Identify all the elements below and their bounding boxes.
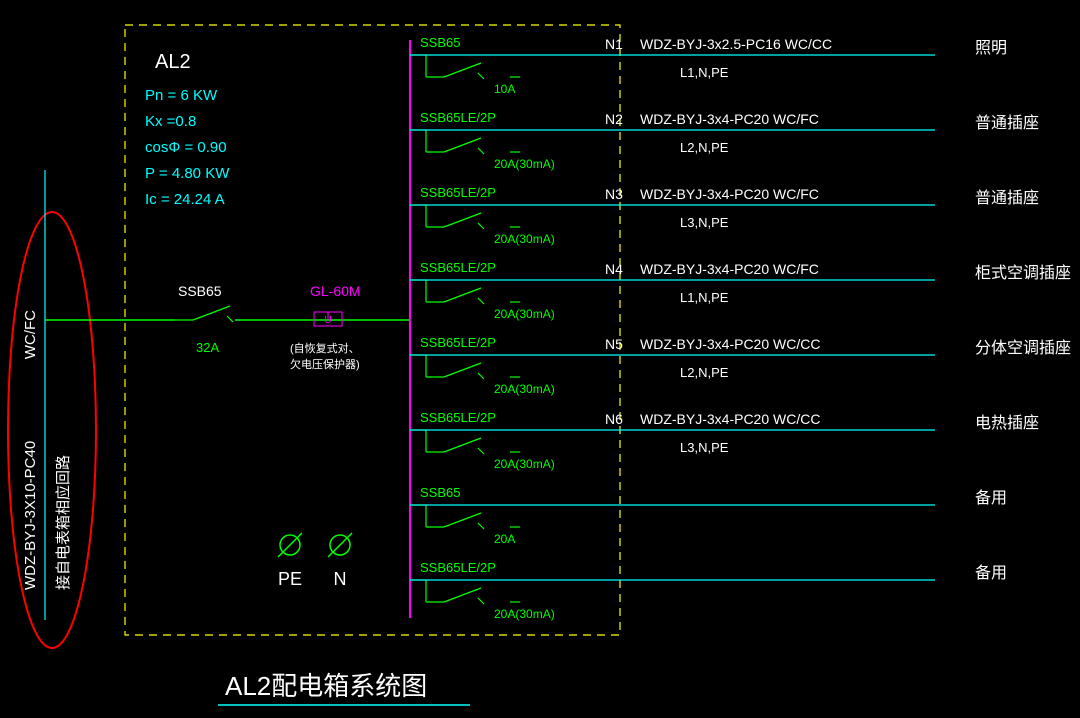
diagram-element: L3,N,PE [680,440,729,455]
diagram-element: WDZ-BYJ-3x4-PC20 WC/FC [640,186,819,202]
diagram-element: SSB65 [178,283,222,299]
diagram-element: cosΦ = 0.90 [145,139,227,156]
electrical-diagram: AL2 Pn = 6 KW Kx =0.8 cosΦ = 0.90 P = 4.80 K… [0,0,1080,718]
diagram-element: SSB65 [420,35,460,50]
diagram-element: 20A [494,532,515,546]
diagram-element: L2,N,PE [680,140,729,155]
diagram-element: N3 [605,186,623,202]
diagram-element: L3,N,PE [680,215,729,230]
diagram-element: SSB65LE/2P [420,110,496,125]
diagram-element: 照明 [975,39,1007,57]
diagram-element: Pn = 6 KW [145,87,218,104]
diagram-element: 20A(30mA) [494,607,555,621]
diagram-element: SSB65LE/2P [420,410,496,425]
diagram-element: WDZ-BYJ-3x4-PC20 WC/CC [640,336,820,352]
diagram-element: GL-60M [310,283,361,299]
diagram-element: 20A(30mA) [494,457,555,471]
diagram-element: 柜式空调插座 [975,264,1071,282]
diagram-element: N5 [605,336,623,352]
diagram-element: (自恢复式对、 [290,341,360,355]
diagram-element: WDZ-BYJ-3x4-PC20 WC/CC [640,411,820,427]
diagram-element: WDZ-BYJ-3x2.5-PC16 WC/CC [640,36,832,52]
diagram-element: 接自电表箱相应回路 [54,455,72,590]
diagram-element: 20A(30mA) [494,307,555,321]
diagram-element: Kx =0.8 [145,113,196,130]
diagram-element: Ic = 24.24 A [145,191,225,208]
diagram-element: 分体空调插座 [975,339,1071,357]
diagram-element: WDZ-BYJ-3X10-PC40 [22,441,39,590]
diagram-element: 32A [196,340,219,355]
diagram-element: SSB65 [420,485,460,500]
diagram-element: L2,N,PE [680,365,729,380]
diagram-element: WDZ-BYJ-3x4-PC20 WC/FC [640,111,819,127]
diagram-element: AL2 [155,51,191,73]
diagram-element: 普通插座 [975,189,1039,207]
diagram-element: 欠电压保护器) [290,357,360,371]
diagram-element: SSB65LE/2P [420,185,496,200]
diagram-element: 电热插座 [975,414,1039,432]
diagram-element: WC/FC [22,310,39,359]
diagram-element: PE [278,569,302,589]
diagram-element: 20A(30mA) [494,232,555,246]
diagram-element: N [334,569,347,589]
diagram-element: 备用 [975,564,1007,582]
diagram-element: N1 [605,36,623,52]
diagram-element: 备用 [975,489,1007,507]
diagram-element: SSB65LE/2P [420,335,496,350]
diagram-element: 10A [494,82,515,96]
diagram-element: SSB65LE/2P [420,560,496,575]
diagram-element: N4 [605,261,623,277]
diagram-element: WDZ-BYJ-3x4-PC20 WC/FC [640,261,819,277]
diagram-element: P = 4.80 KW [145,165,230,182]
diagram-element: L1,N,PE [680,290,729,305]
diagram-element: N6 [605,411,623,427]
diagram-element: 20A(30mA) [494,382,555,396]
diagram-element: L1,N,PE [680,65,729,80]
diagram-element: 20A(30mA) [494,157,555,171]
diagram-element: AL2配电箱系统图 [225,671,427,701]
diagram-element: N2 [605,111,623,127]
diagram-element: 普通插座 [975,114,1039,132]
diagram-element: SSB65LE/2P [420,260,496,275]
